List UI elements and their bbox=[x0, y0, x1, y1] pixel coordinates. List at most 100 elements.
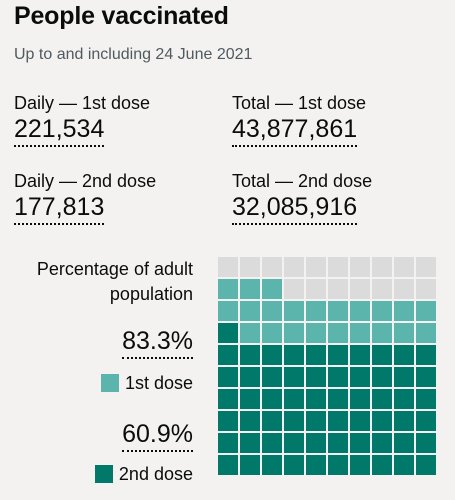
page-title: People vaccinated bbox=[14, 2, 229, 30]
waffle-cell-second-dose bbox=[218, 433, 238, 453]
waffle-cell-second-dose bbox=[262, 367, 282, 387]
waffle-cell-empty bbox=[306, 257, 326, 277]
waffle-cell-second-dose bbox=[328, 411, 348, 431]
waffle-cell-second-dose bbox=[284, 345, 304, 365]
waffle-cell-second-dose bbox=[306, 433, 326, 453]
waffle-label: Percentage of adult population bbox=[36, 259, 193, 304]
waffle-cell-second-dose bbox=[394, 433, 414, 453]
waffle-cell-first-dose bbox=[284, 301, 304, 321]
waffle-cell-first-dose bbox=[218, 301, 238, 321]
waffle-cell-second-dose bbox=[350, 345, 370, 365]
waffle-cell-second-dose bbox=[218, 389, 238, 409]
waffle-cell-second-dose bbox=[240, 433, 260, 453]
waffle-cell-second-dose bbox=[372, 455, 392, 475]
waffle-cell-first-dose bbox=[350, 323, 370, 343]
waffle-cell-empty bbox=[350, 279, 370, 299]
waffle-cell-second-dose bbox=[372, 433, 392, 453]
waffle-cell-second-dose bbox=[262, 389, 282, 409]
waffle-cell-first-dose bbox=[328, 323, 348, 343]
waffle-cell-second-dose bbox=[328, 389, 348, 409]
waffle-cell-empty bbox=[240, 257, 260, 277]
waffle-cell-second-dose bbox=[262, 433, 282, 453]
waffle-cell-empty bbox=[394, 279, 414, 299]
waffle-cell-second-dose bbox=[240, 389, 260, 409]
waffle-cell-second-dose bbox=[372, 411, 392, 431]
waffle-cell-second-dose bbox=[218, 323, 238, 343]
waffle-chart bbox=[218, 257, 436, 475]
waffle-cell-second-dose bbox=[416, 389, 436, 409]
waffle-cell-second-dose bbox=[394, 367, 414, 387]
waffle-cell-second-dose bbox=[218, 455, 238, 475]
stat-total-second-dose: Total — 2nd dose 32,085,916 bbox=[232, 170, 372, 225]
waffle-cell-empty bbox=[284, 257, 304, 277]
waffle-cell-empty bbox=[218, 257, 238, 277]
waffle-cell-second-dose bbox=[416, 455, 436, 475]
waffle-cell-second-dose bbox=[350, 411, 370, 431]
waffle-cell-empty bbox=[416, 279, 436, 299]
waffle-cell-first-dose bbox=[218, 279, 238, 299]
waffle-cell-empty bbox=[394, 257, 414, 277]
waffle-cell-empty bbox=[284, 279, 304, 299]
stat-label: Total — 1st dose bbox=[232, 93, 367, 113]
waffle-cell-first-dose bbox=[284, 323, 304, 343]
waffle-cell-second-dose bbox=[372, 389, 392, 409]
first-dose-percentage[interactable]: 83.3% bbox=[122, 326, 193, 359]
stat-label: Daily — 1st dose bbox=[14, 93, 151, 113]
waffle-cell-second-dose bbox=[240, 345, 260, 365]
waffle-cell-empty bbox=[262, 257, 282, 277]
waffle-cell-second-dose bbox=[372, 345, 392, 365]
legend-label: 2nd dose bbox=[118, 464, 193, 484]
waffle-cell-empty bbox=[350, 257, 370, 277]
stat-value[interactable]: 177,813 bbox=[14, 192, 105, 225]
waffle-cell-second-dose bbox=[240, 455, 260, 475]
waffle-cell-empty bbox=[372, 279, 392, 299]
legend-swatch-second-dose bbox=[94, 465, 113, 483]
stat-label: Daily — 2nd dose bbox=[14, 171, 157, 191]
waffle-cell-second-dose bbox=[306, 367, 326, 387]
waffle-cell-second-dose bbox=[394, 455, 414, 475]
stat-value[interactable]: 32,085,916 bbox=[232, 192, 358, 225]
stat-total-first-dose: Total — 1st dose 43,877,861 bbox=[232, 92, 366, 147]
waffle-cell-second-dose bbox=[328, 367, 348, 387]
waffle-cell-second-dose bbox=[394, 389, 414, 409]
waffle-cell-first-dose bbox=[372, 323, 392, 343]
legend-label: 1st dose bbox=[124, 373, 193, 393]
waffle-cell-first-dose bbox=[350, 301, 370, 321]
waffle-cell-second-dose bbox=[262, 411, 282, 431]
waffle-cell-first-dose bbox=[394, 301, 414, 321]
waffle-cell-second-dose bbox=[284, 433, 304, 453]
waffle-cell-second-dose bbox=[240, 411, 260, 431]
page-subtitle: Up to and including 24 June 2021 bbox=[14, 46, 253, 63]
waffle-cell-second-dose bbox=[350, 389, 370, 409]
stat-value[interactable]: 221,534 bbox=[14, 114, 105, 147]
waffle-cell-first-dose bbox=[240, 301, 260, 321]
waffle-cell-second-dose bbox=[306, 345, 326, 365]
waffle-cell-empty bbox=[416, 257, 436, 277]
waffle-cell-second-dose bbox=[328, 455, 348, 475]
waffle-cell-second-dose bbox=[328, 433, 348, 453]
waffle-cell-first-dose bbox=[394, 323, 414, 343]
legend-swatch-first-dose bbox=[100, 374, 119, 392]
waffle-cell-first-dose bbox=[262, 323, 282, 343]
waffle-cell-second-dose bbox=[416, 367, 436, 387]
legend-first-dose: 1st dose bbox=[100, 373, 193, 393]
waffle-cell-first-dose bbox=[262, 301, 282, 321]
waffle-cell-second-dose bbox=[284, 389, 304, 409]
waffle-cell-second-dose bbox=[306, 455, 326, 475]
legend-second-dose: 2nd dose bbox=[94, 464, 193, 484]
waffle-cell-second-dose bbox=[394, 345, 414, 365]
waffle-cell-first-dose bbox=[262, 279, 282, 299]
stat-daily-first-dose: Daily — 1st dose 221,534 bbox=[14, 92, 150, 147]
stat-label: Total — 2nd dose bbox=[232, 171, 373, 191]
waffle-cell-second-dose bbox=[306, 389, 326, 409]
waffle-cell-second-dose bbox=[306, 411, 326, 431]
waffle-cell-second-dose bbox=[240, 367, 260, 387]
waffle-cell-second-dose bbox=[284, 455, 304, 475]
waffle-cell-empty bbox=[328, 257, 348, 277]
waffle-cell-second-dose bbox=[372, 367, 392, 387]
waffle-cell-first-dose bbox=[416, 301, 436, 321]
second-dose-percentage[interactable]: 60.9% bbox=[122, 419, 193, 452]
waffle-cell-first-dose bbox=[328, 301, 348, 321]
waffle-cell-second-dose bbox=[350, 367, 370, 387]
stat-value[interactable]: 43,877,861 bbox=[232, 114, 358, 147]
